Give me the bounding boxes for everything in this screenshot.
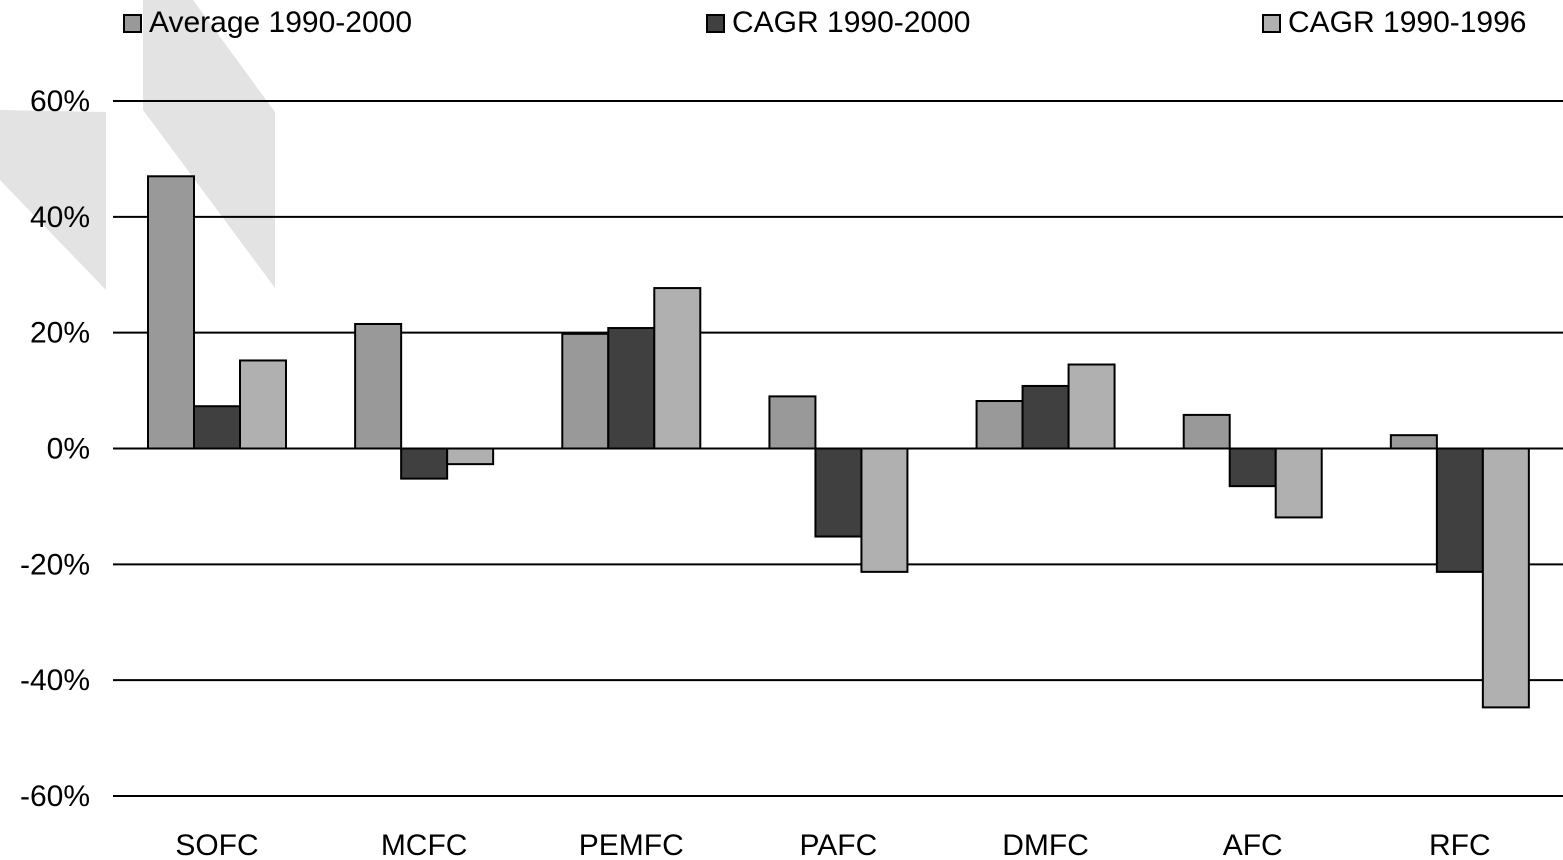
y-tick-label: -20% <box>20 548 90 581</box>
bar-pafc-series-0 <box>768 395 817 450</box>
legend: Average 1990-2000 CAGR 1990-2000 CAGR 19… <box>0 6 1563 42</box>
y-tick-label: 20% <box>30 317 90 350</box>
y-tick-label: 40% <box>30 201 90 234</box>
y-tick-label: 0% <box>47 433 90 466</box>
bar-pemfc-series-2 <box>653 287 702 450</box>
x-tick-label-pemfc: PEMFC <box>579 829 684 860</box>
bar-mcfc-series-2 <box>446 447 495 466</box>
bar-pafc-series-2 <box>860 447 909 573</box>
bar-mcfc-series-1 <box>400 447 449 480</box>
legend-item-cagr-1990-2000: CAGR 1990-2000 <box>706 6 970 40</box>
x-tick-label-afc: AFC <box>1223 829 1283 860</box>
bar-rfc-series-1 <box>1435 447 1484 573</box>
x-axis-labels: SOFC MCFC PEMFC PAFC DMFC AFC RFC <box>175 829 1490 860</box>
legend-swatch <box>706 13 725 33</box>
legend-item-average-1990-2000: Average 1990-2000 <box>123 6 412 40</box>
legend-label: CAGR 1990-2000 <box>732 6 971 39</box>
bar-rfc-series-2 <box>1481 447 1530 709</box>
y-axis-ticks: 60% 40% 20% 0% -20% -40% -60% <box>20 85 90 813</box>
bars <box>113 175 1563 709</box>
bar-sofc-series-2 <box>239 359 287 450</box>
legend-label: Average 1990-2000 <box>149 6 412 39</box>
legend-swatch <box>1262 13 1281 33</box>
x-tick-label-mcfc: MCFC <box>381 829 468 860</box>
legend-label: CAGR 1990-1996 <box>1288 6 1527 39</box>
bar-dmfc-series-0 <box>975 400 1024 450</box>
bar-pafc-series-1 <box>814 447 863 538</box>
bar-dmfc-series-1 <box>1021 384 1070 450</box>
bar-pemfc-series-0 <box>561 332 610 450</box>
x-tick-label-dmfc: DMFC <box>1002 829 1089 860</box>
bar-rfc-series-0 <box>1389 434 1438 450</box>
legend-swatch <box>123 13 142 33</box>
bar-sofc-series-1 <box>193 405 241 450</box>
legend-item-cagr-1990-1996: CAGR 1990-1996 <box>1262 6 1526 40</box>
bar-sofc-series-0 <box>147 175 195 450</box>
x-tick-label-pafc: PAFC <box>800 829 878 860</box>
bar-pemfc-series-1 <box>607 327 656 450</box>
y-tick-label: -60% <box>20 780 90 813</box>
watermark <box>0 0 275 290</box>
bar-mcfc-series-0 <box>354 322 403 450</box>
x-tick-label-sofc: SOFC <box>175 829 258 860</box>
bar-afc-series-2 <box>1274 447 1323 519</box>
x-tick-label-rfc: RFC <box>1429 829 1491 860</box>
bar-afc-series-0 <box>1182 413 1231 450</box>
y-tick-label: 60% <box>30 85 90 118</box>
bar-dmfc-series-2 <box>1067 363 1116 450</box>
y-tick-label: -40% <box>20 664 90 697</box>
bar-afc-series-1 <box>1228 447 1277 488</box>
watermark-stripe-1 <box>0 110 106 290</box>
